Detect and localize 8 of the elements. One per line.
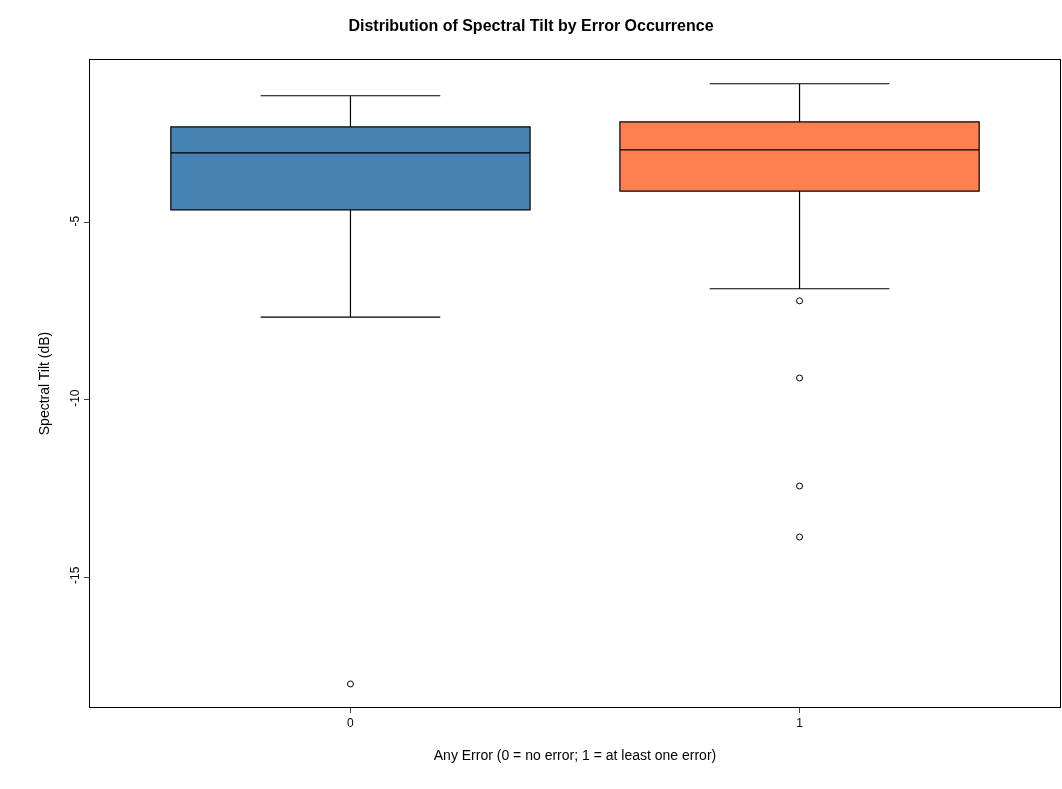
y-axis-title: Spectral Tilt (dB) [35,331,52,436]
x-axis-title: Any Error (0 = no error; 1 = at least one error) [433,746,717,763]
chart-title: Distribution of Spectral Tilt by Error Occurrence [348,16,714,34]
y-tick-label: -10 [68,389,83,407]
y-tick-label: -15 [68,566,83,584]
x-tick-label: 0 [347,716,355,731]
x-tick-label: 1 [796,716,804,731]
y-tick-label: -5 [68,215,83,227]
